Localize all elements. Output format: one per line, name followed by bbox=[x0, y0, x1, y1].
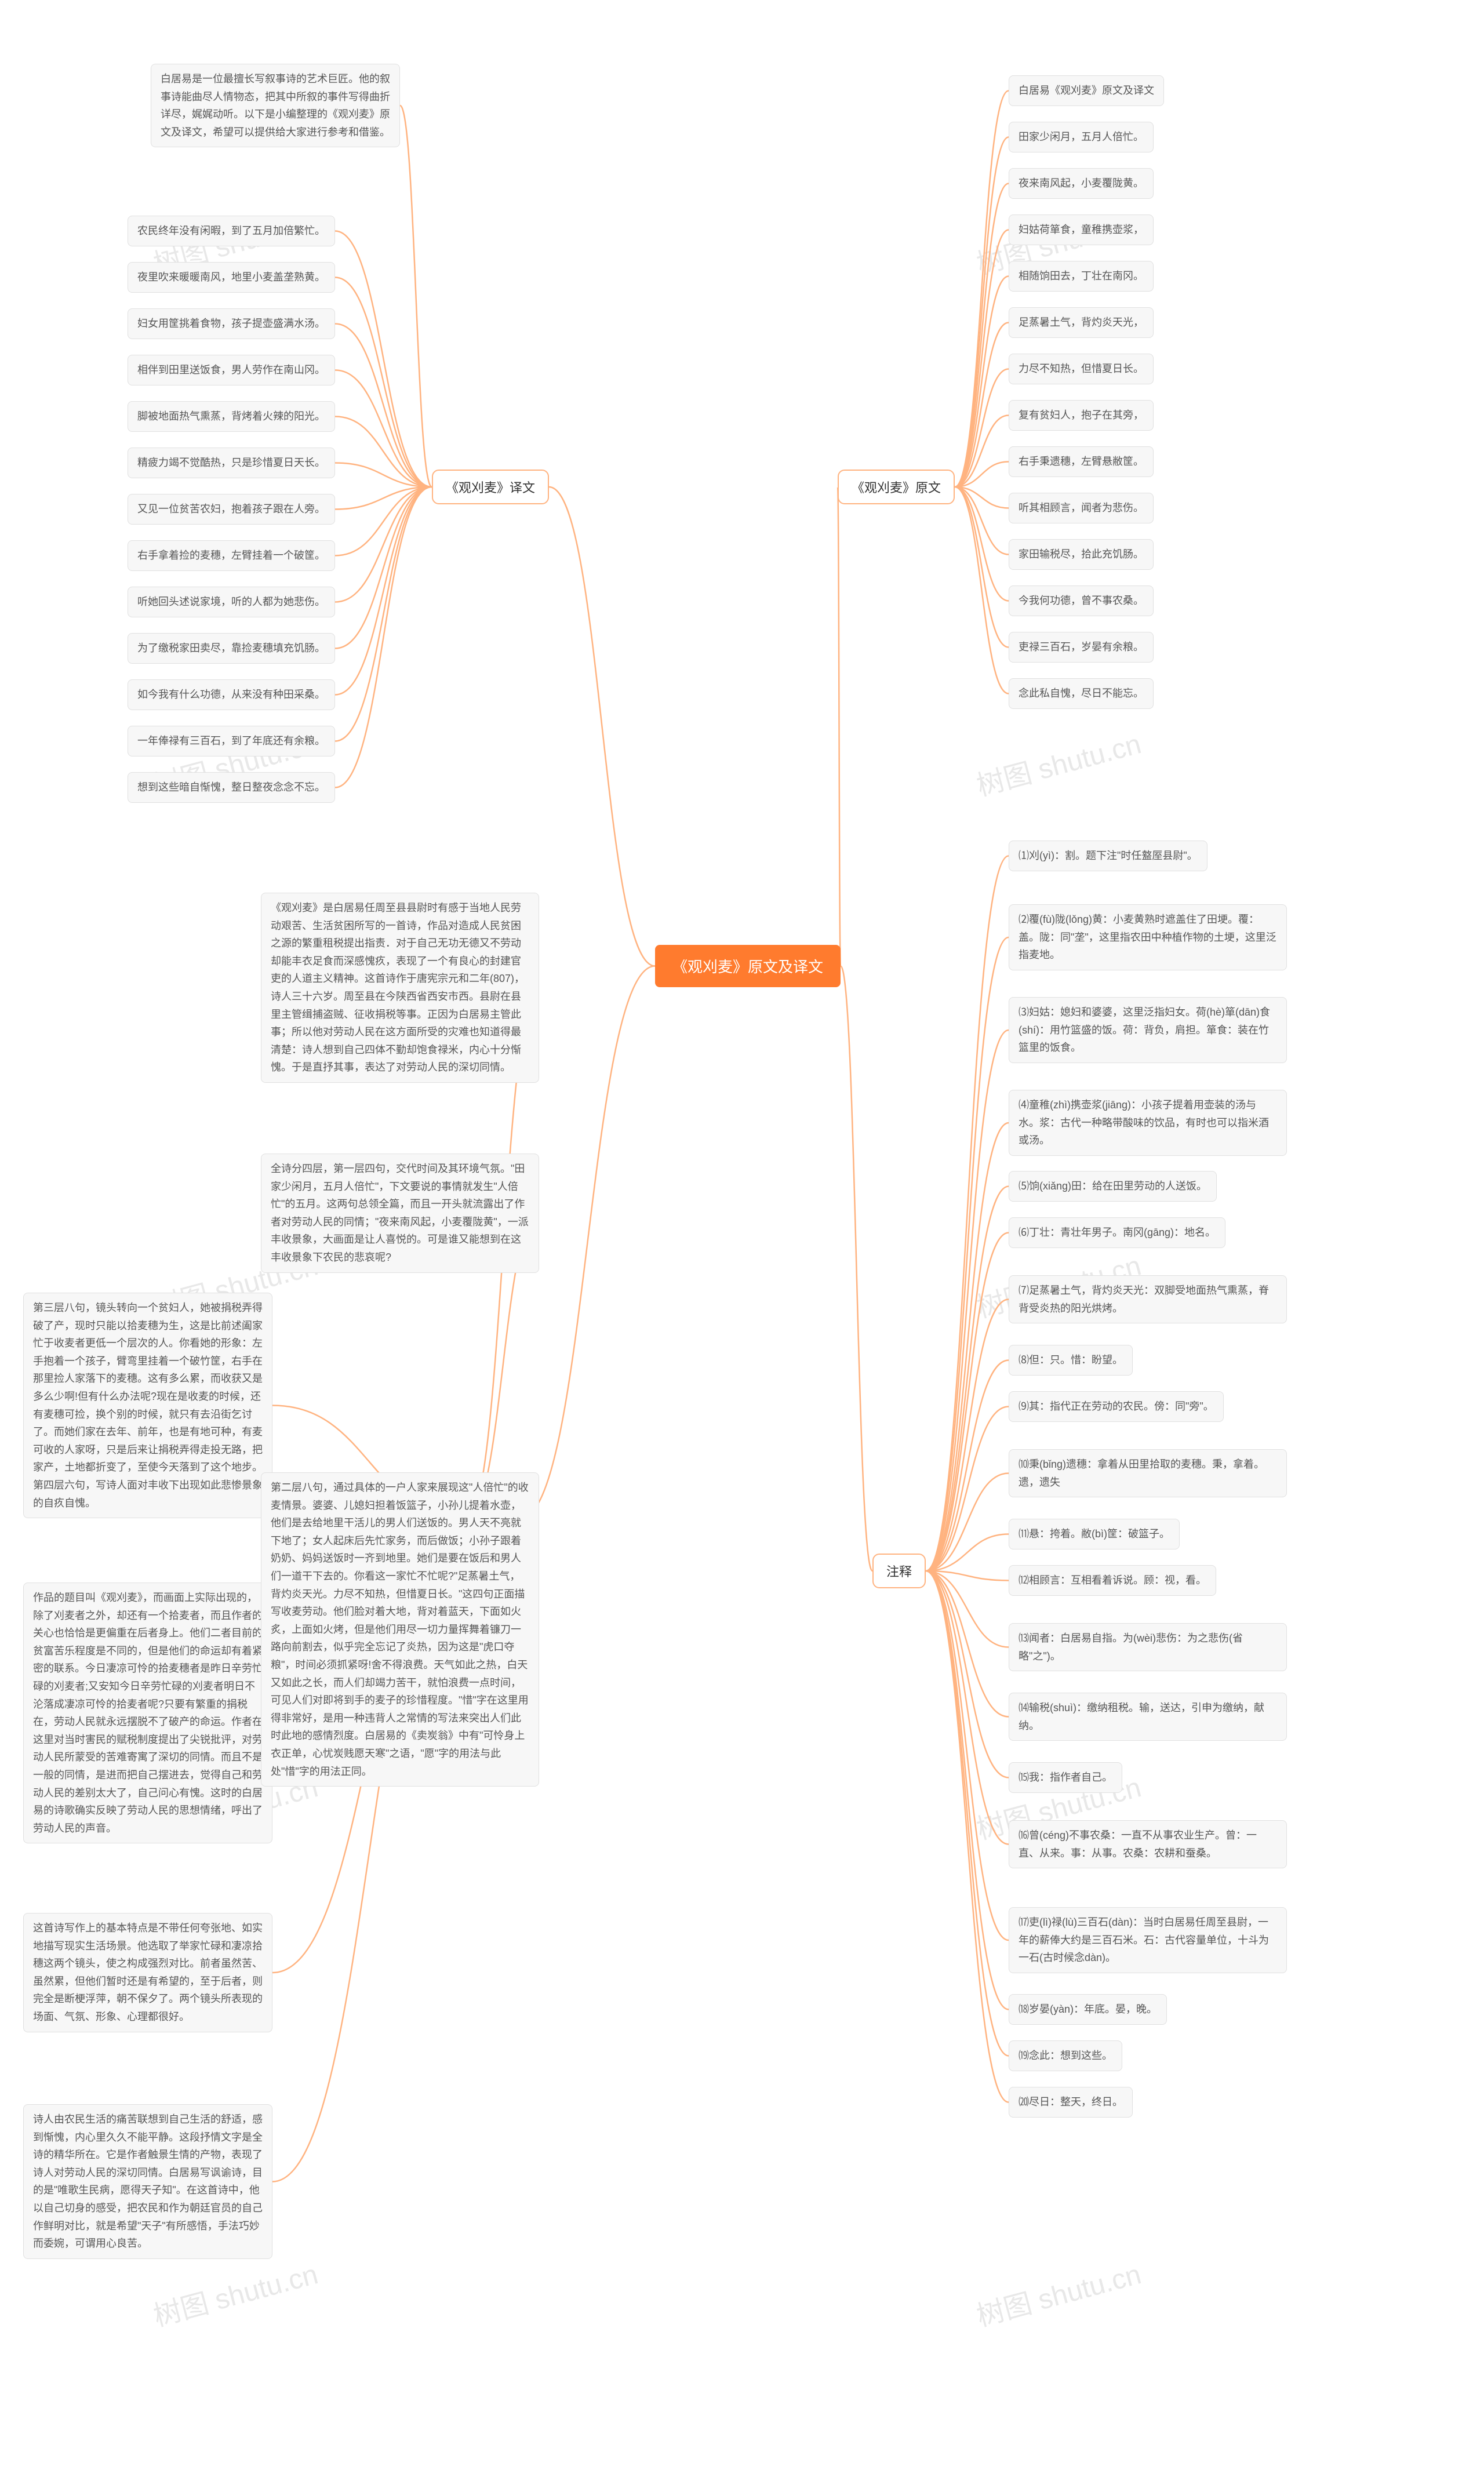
zhushi-item-10: ⑾悬：挎着。敝(bì)筐：破篮子。 bbox=[1009, 1519, 1180, 1549]
watermark: 树图 shutu.cn bbox=[972, 721, 1145, 804]
yiwen-item-10: 如今我有什么功德，从来没有种田采桑。 bbox=[128, 679, 335, 710]
yuanwen-item-10: 今我何功德，曾不事农桑。 bbox=[1009, 585, 1154, 616]
zhushi-item-1: ⑵覆(fù)陇(lǒng)黄：小麦黄熟时遮盖住了田埂。覆：盖。陇：同"垄"，这里… bbox=[1009, 904, 1287, 970]
shangxi-item-2: 第三层八句，镜头转向一个贫妇人，她被捐税弄得破了产，现时只能以拾麦穗为生，这是比… bbox=[23, 1293, 272, 1518]
yuanwen-item-1: 夜来南风起，小麦覆陇黄。 bbox=[1009, 168, 1154, 199]
shangxi-item-4: 第二层八句，通过具体的一户人家来展现这"人倍忙"的收麦情景。婆婆、儿媳妇担着饭篮… bbox=[261, 1472, 539, 1787]
yuanwen-item-4: 足蒸暑土气，背灼炎天光， bbox=[1009, 307, 1154, 338]
zhushi-item-14: ⒂我：指作者自己。 bbox=[1009, 1762, 1122, 1793]
zhushi-item-2: ⑶妇姑：媳妇和婆婆，这里泛指妇女。荷(hè)箪(dān)食(shí)：用竹篮盛的… bbox=[1009, 997, 1287, 1063]
zhushi-item-3: ⑷童稚(zhì)携壶浆(jiāng)：小孩子提着用壶装的汤与水。浆：古代一种略带… bbox=[1009, 1090, 1287, 1156]
zhushi-item-17: ⒅岁晏(yàn)：年底。晏，晚。 bbox=[1009, 1994, 1167, 2025]
zhushi-item-13: ⒁输税(shuì)：缴纳租税。输，送达，引申为缴纳，献纳。 bbox=[1009, 1693, 1287, 1741]
watermark: 树图 shutu.cn bbox=[148, 2251, 322, 2334]
shangxi-item-0: 《观刈麦》是白居易任周至县县尉时有感于当地人民劳动艰苦、生活贫困所写的一首诗，作… bbox=[261, 893, 539, 1083]
yiwen-item-4: 脚被地面热气熏蒸，背烤着火辣的阳光。 bbox=[128, 401, 335, 432]
yuanwen-item-11: 吏禄三百石，岁晏有余粮。 bbox=[1009, 632, 1154, 663]
category-yiwen_cat: 《观刈麦》译文 bbox=[432, 470, 549, 504]
yiwen-item-2: 妇女用筐挑着食物，孩子提壶盛满水汤。 bbox=[128, 308, 335, 339]
yuanwen-header: 白居易《观刈麦》原文及译文 bbox=[1009, 75, 1164, 106]
yiwen-item-7: 右手拿着捡的麦穗，左臂挂着一个破筐。 bbox=[128, 540, 335, 571]
shangxi-item-6: 诗人由农民生活的痛苦联想到自己生活的舒适，感到惭愧，内心里久久不能平静。这段抒情… bbox=[23, 2104, 272, 2259]
zhushi-item-15: ⒃曾(céng)不事农桑：一直不从事农业生产。曾：一直、从来。事：从事。农桑：农… bbox=[1009, 1820, 1287, 1868]
zhushi-item-19: ⒇尽日：整天，终日。 bbox=[1009, 2087, 1133, 2118]
yuanwen-item-5: 力尽不知热，但惜夏日长。 bbox=[1009, 354, 1154, 384]
yiwen-item-1: 夜里吹来暖暖南风，地里小麦盖垄熟黄。 bbox=[128, 262, 335, 293]
zhushi-item-6: ⑺足蒸暑土气，背灼炎天光：双脚受地面热气熏蒸，脊背受炎热的阳光烘烤。 bbox=[1009, 1275, 1287, 1323]
center-node: 《观刈麦》原文及译文 bbox=[655, 945, 841, 987]
yuanwen-item-8: 听其相顾言，闻者为悲伤。 bbox=[1009, 493, 1154, 523]
yuanwen-item-6: 复有贫妇人，抱子在其旁， bbox=[1009, 400, 1154, 431]
category-yuanwen_cat: 《观刈麦》原文 bbox=[838, 470, 955, 504]
zhushi-item-12: ⒀闻者：白居易自指。为(wèi)悲伤：为之悲伤(省略"之")。 bbox=[1009, 1623, 1287, 1671]
yuanwen-item-2: 妇姑荷箪食，童稚携壶浆， bbox=[1009, 214, 1154, 245]
zhushi-item-11: ⑿相顾言：互相看着诉说。顾：视，看。 bbox=[1009, 1565, 1216, 1596]
shangxi-item-1: 全诗分四层，第一层四句，交代时间及其环境气氛。"田家少闲月，五月人倍忙"，下文要… bbox=[261, 1154, 539, 1273]
yiwen-item-6: 又见一位贫苦农妇，抱着孩子跟在人旁。 bbox=[128, 494, 335, 525]
zhushi-item-18: ⒆念此：想到这些。 bbox=[1009, 2040, 1122, 2071]
yuanwen-item-7: 右手秉遗穗，左臂悬敝筐。 bbox=[1009, 446, 1154, 477]
yiwen-item-12: 想到这些暗自惭愧，整日整夜念念不忘。 bbox=[128, 772, 335, 803]
zhushi-item-0: ⑴刈(yì)：割。题下注"时任盩厔县尉"。 bbox=[1009, 841, 1207, 871]
yiwen-item-9: 为了缴税家田卖尽，靠捡麦穗填充饥肠。 bbox=[128, 633, 335, 664]
yuanwen-item-9: 家田输税尽，拾此充饥肠。 bbox=[1009, 539, 1154, 570]
yiwen-item-8: 听她回头述说家境，听的人都为她悲伤。 bbox=[128, 587, 335, 617]
watermark: 树图 shutu.cn bbox=[972, 2251, 1145, 2334]
shangxi-item-3: 作品的题目叫《观刈麦》，而画面上实际出现的，除了刈麦者之外，却还有一个拾麦者，而… bbox=[23, 1583, 272, 1843]
zhushi-item-16: ⒄吏(lì)禄(lù)三百石(dàn)：当时白居易任周至县尉，一年的薪俸大约是三… bbox=[1009, 1907, 1287, 1973]
yiwen-intro: 白居易是一位最擅长写叙事诗的艺术巨匠。他的叙事诗能曲尽人情物态，把其中所叙的事件… bbox=[151, 64, 400, 147]
yuanwen-item-0: 田家少闲月，五月人倍忙。 bbox=[1009, 122, 1154, 152]
yuanwen-item-3: 相随饷田去，丁壮在南冈。 bbox=[1009, 261, 1154, 292]
yiwen-item-5: 精疲力竭不觉酷热，只是珍惜夏日天长。 bbox=[128, 448, 335, 478]
shangxi-item-5: 这首诗写作上的基本特点是不带任何夸张地、如实地描写现实生活场景。他选取了举家忙碌… bbox=[23, 1913, 272, 2032]
zhushi-item-7: ⑻但：只。惜：盼望。 bbox=[1009, 1345, 1133, 1376]
yuanwen-item-12: 念此私自愧，尽日不能忘。 bbox=[1009, 678, 1154, 709]
yiwen-item-0: 农民终年没有闲暇，到了五月加倍繁忙。 bbox=[128, 216, 335, 246]
category-zhushi_cat: 注释 bbox=[872, 1554, 926, 1588]
zhushi-item-8: ⑼其：指代正在劳动的农民。傍：同"旁"。 bbox=[1009, 1391, 1224, 1422]
zhushi-item-9: ⑽秉(bǐng)遗穗：拿着从田里拾取的麦穗。秉，拿着。遗，遗失 bbox=[1009, 1449, 1287, 1497]
zhushi-item-5: ⑹丁壮：青壮年男子。南冈(gāng)：地名。 bbox=[1009, 1217, 1225, 1248]
yiwen-item-3: 相伴到田里送饭食，男人劳作在南山冈。 bbox=[128, 355, 335, 385]
yiwen-item-11: 一年俸禄有三百石，到了年底还有余粮。 bbox=[128, 726, 335, 756]
zhushi-item-4: ⑸饷(xiǎng)田：给在田里劳动的人送饭。 bbox=[1009, 1171, 1217, 1202]
